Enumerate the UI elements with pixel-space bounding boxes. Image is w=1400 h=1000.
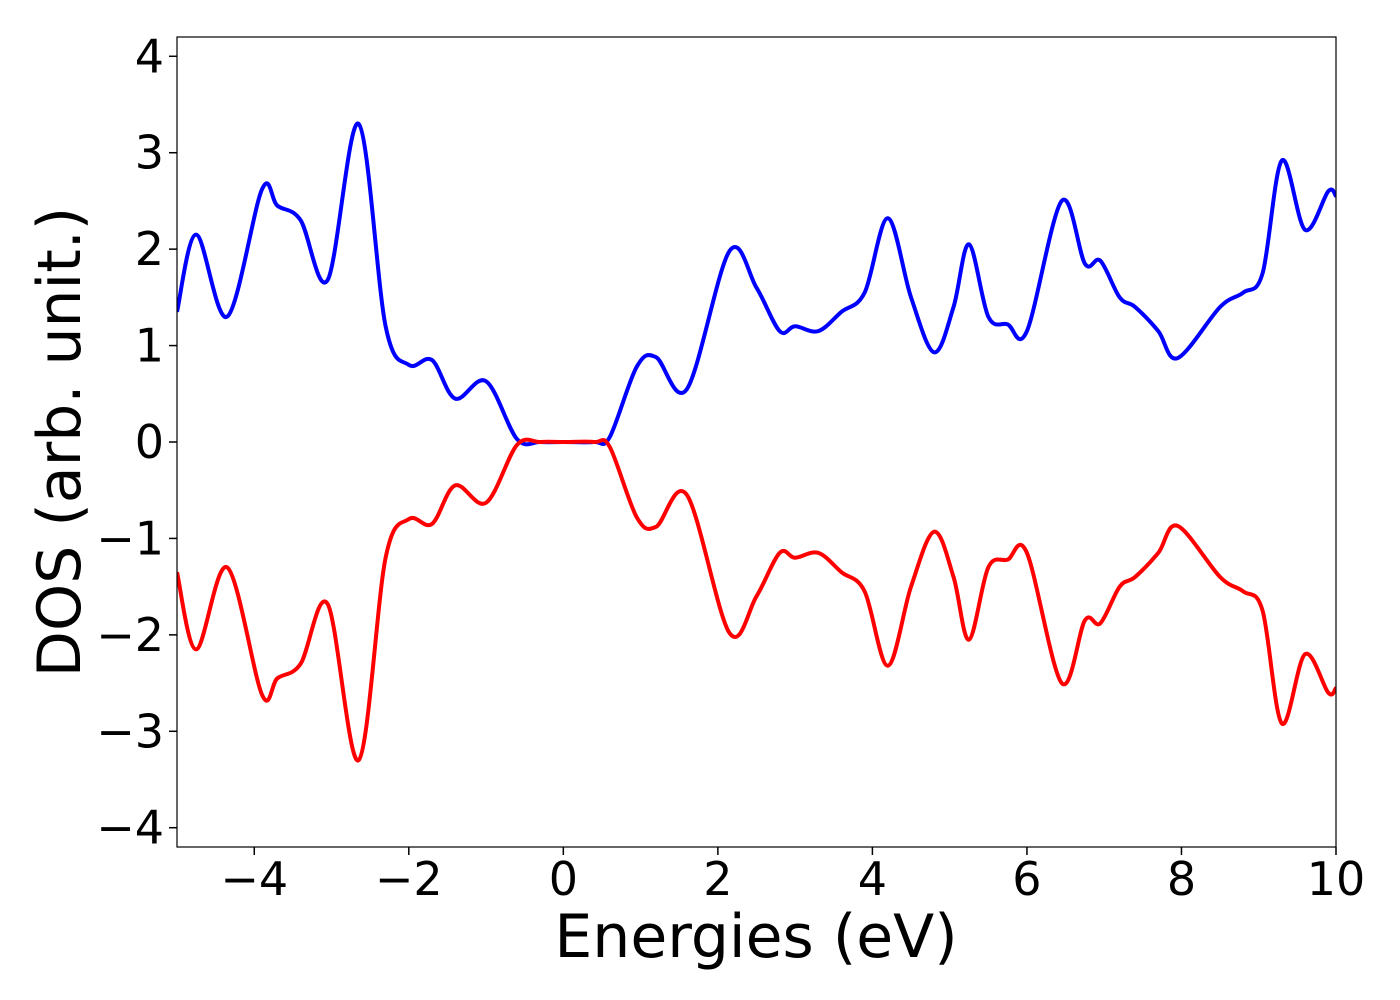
y-tick-label: 1 <box>135 319 164 373</box>
y-tick-label: 0 <box>135 415 164 469</box>
y-tick-label: −1 <box>96 511 164 565</box>
x-tick-label: 2 <box>703 852 732 906</box>
y-axis-label: DOS (arb. unit.) <box>25 207 95 677</box>
x-tick-label: −2 <box>375 852 443 906</box>
x-tick-label: 6 <box>1012 852 1041 906</box>
plot-frame <box>176 36 1337 848</box>
x-tick-label: 4 <box>858 852 887 906</box>
y-tick-label: −4 <box>96 801 164 855</box>
y-tick-label: −3 <box>96 704 164 758</box>
y-tick-label: 3 <box>135 126 164 180</box>
x-tick-label: 8 <box>1167 852 1196 906</box>
y-tick-label: 2 <box>135 222 164 276</box>
line <box>177 437 1336 763</box>
line <box>177 121 1336 447</box>
y-tick-label: −2 <box>96 608 164 662</box>
y-tick-label: 4 <box>135 29 164 83</box>
x-axis-label: Energies (eV) <box>554 902 957 972</box>
x-tick-label: −4 <box>220 852 288 906</box>
x-tick-label: 0 <box>549 852 578 906</box>
x-tick-label: 10 <box>1307 852 1366 906</box>
